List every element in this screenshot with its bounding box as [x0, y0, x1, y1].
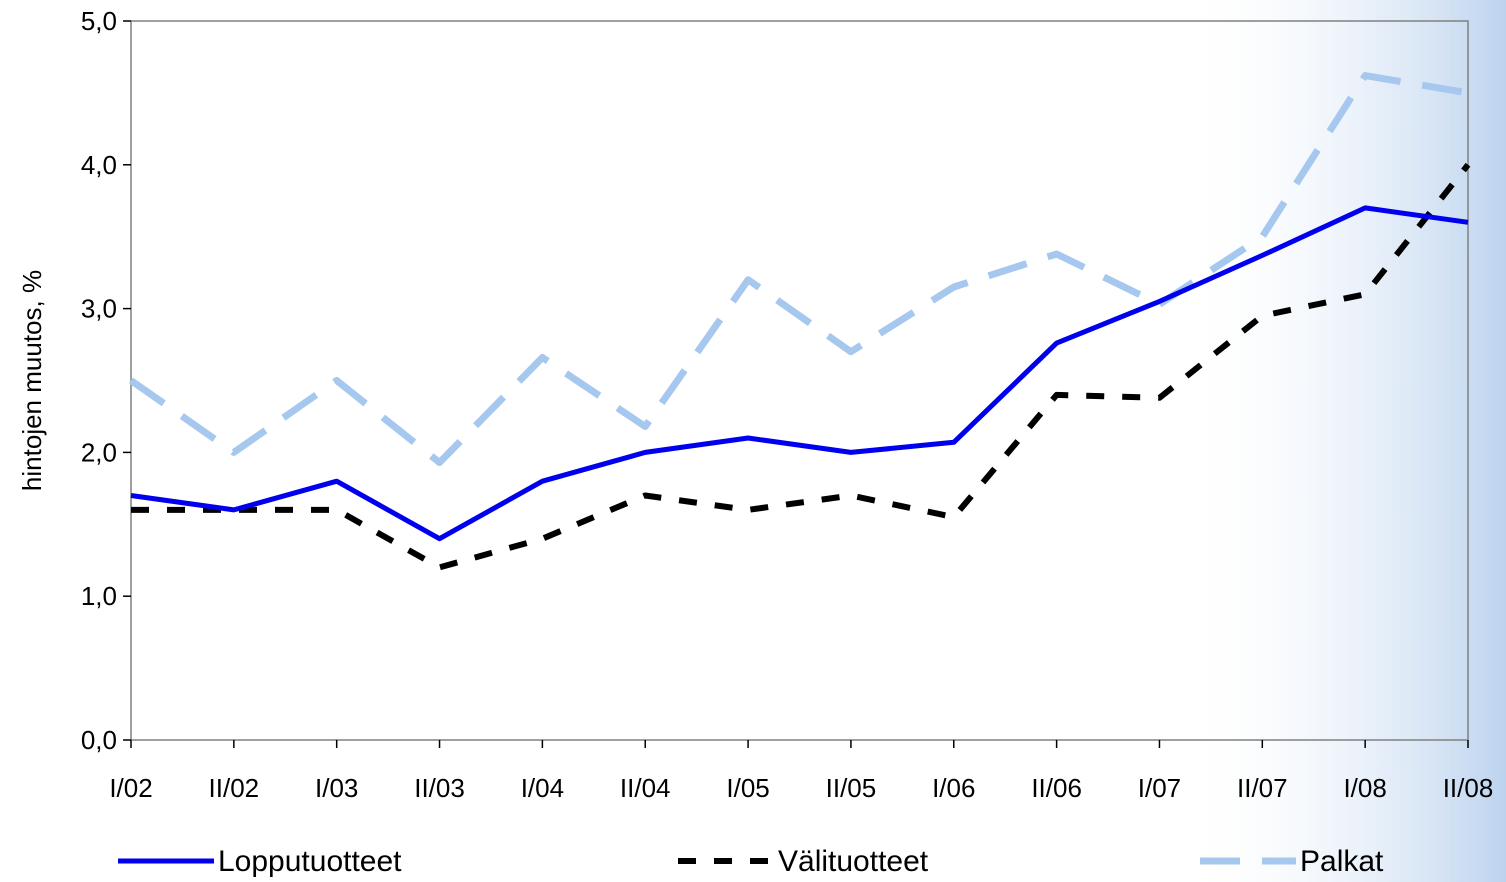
x-tick-label: I/03 — [315, 773, 358, 803]
series-line — [130, 205, 1469, 542]
x-tick-label: II/03 — [414, 773, 465, 803]
y-axis-title: hintojen muutos, % — [17, 270, 47, 491]
x-tick-label: I/07 — [1138, 773, 1181, 803]
series-layer — [128, 72, 1471, 571]
background-glow — [1180, 0, 1506, 882]
y-tick-label: 0,0 — [81, 725, 117, 755]
x-tick-label: II/05 — [826, 773, 877, 803]
series-line — [128, 72, 1469, 466]
x-tick-label: I/06 — [932, 773, 975, 803]
y-tick-label: 1,0 — [81, 581, 117, 611]
legend-label: Palkat — [1300, 845, 1384, 878]
x-tick-label: II/06 — [1031, 773, 1082, 803]
y-tick-label: 5,0 — [81, 6, 117, 36]
x-tick-label: I/02 — [109, 773, 152, 803]
x-tick-label: II/07 — [1237, 773, 1288, 803]
x-tick-label: II/08 — [1443, 773, 1494, 803]
y-tick-label: 4,0 — [81, 150, 117, 180]
series-line — [131, 162, 1471, 571]
x-tick-label: II/02 — [209, 773, 260, 803]
x-tick-label: I/08 — [1343, 773, 1386, 803]
y-tick-label: 3,0 — [81, 294, 117, 324]
y-tick-label: 2,0 — [81, 437, 117, 467]
x-tick-label: I/04 — [521, 773, 564, 803]
legend-label: Välituotteet — [778, 845, 929, 878]
legend-label: Lopputuotteet — [218, 845, 402, 878]
legend: Lopputuotteet Välituotteet Palkat — [118, 845, 1384, 878]
x-tick-label: II/04 — [620, 773, 671, 803]
x-tick-label: I/05 — [726, 773, 769, 803]
axes: 0,0 1,0 2,0 3,0 4,0 5,0 I/02 II/02 I/03 II/03 I/04… — [17, 6, 1493, 803]
